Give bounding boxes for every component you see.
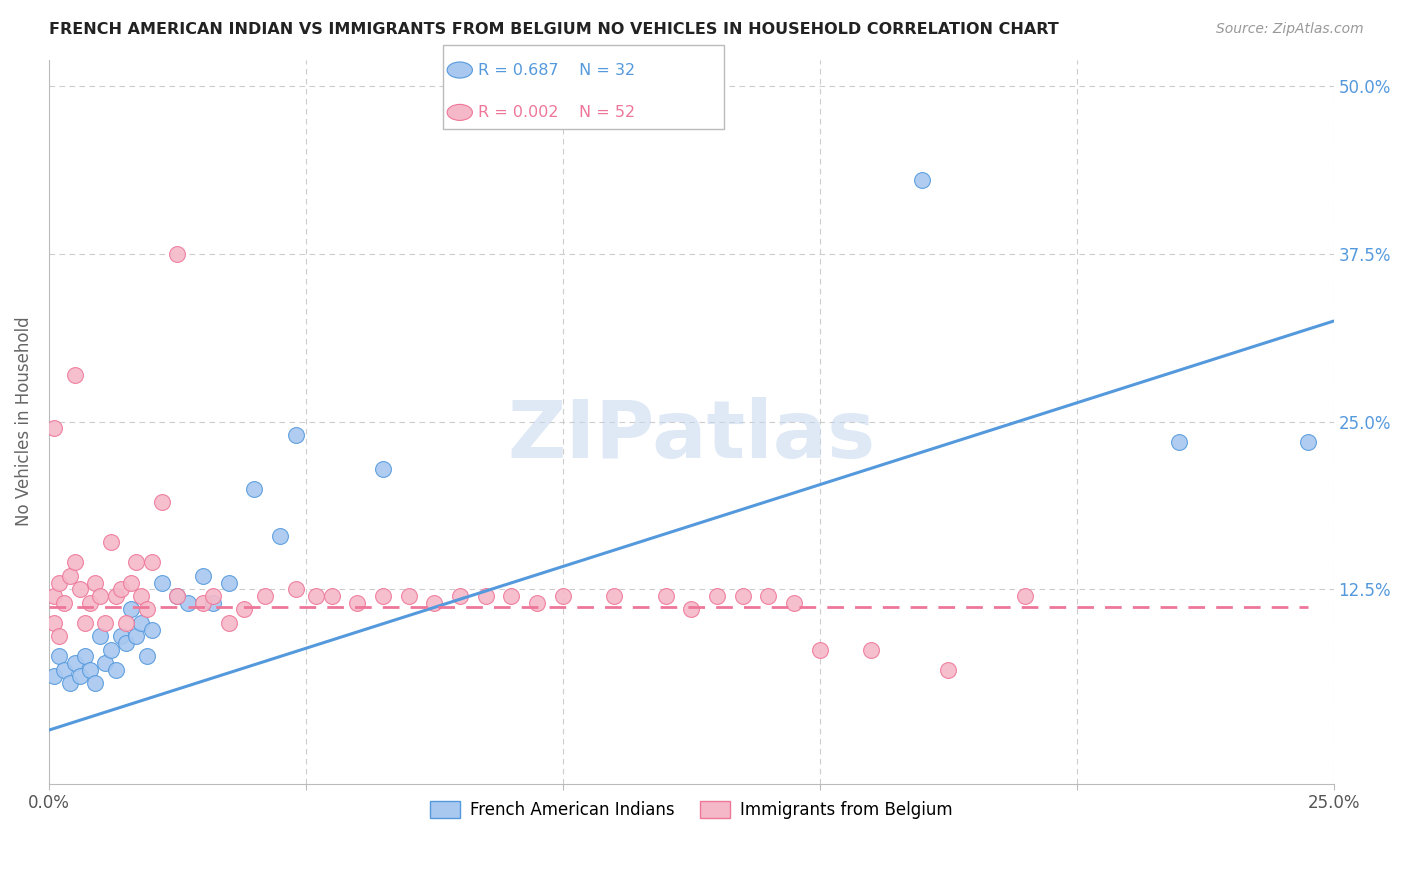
Point bbox=[110, 582, 132, 597]
Text: Source: ZipAtlas.com: Source: ZipAtlas.com bbox=[1216, 22, 1364, 37]
Point bbox=[84, 575, 107, 590]
Point bbox=[526, 596, 548, 610]
Point bbox=[63, 656, 86, 670]
Point bbox=[69, 582, 91, 597]
Point bbox=[63, 556, 86, 570]
Point bbox=[110, 629, 132, 643]
Point bbox=[808, 642, 831, 657]
Point bbox=[371, 461, 394, 475]
Point bbox=[936, 663, 959, 677]
Point bbox=[269, 529, 291, 543]
Point bbox=[69, 669, 91, 683]
Point bbox=[284, 582, 307, 597]
Point bbox=[115, 615, 138, 630]
Point bbox=[371, 589, 394, 603]
Text: FRENCH AMERICAN INDIAN VS IMMIGRANTS FROM BELGIUM NO VEHICLES IN HOUSEHOLD CORRE: FRENCH AMERICAN INDIAN VS IMMIGRANTS FRO… bbox=[49, 22, 1059, 37]
Point bbox=[474, 589, 496, 603]
Point bbox=[423, 596, 446, 610]
Point bbox=[135, 649, 157, 664]
Point bbox=[681, 602, 703, 616]
Point bbox=[150, 575, 173, 590]
Point bbox=[131, 589, 153, 603]
Point bbox=[58, 569, 80, 583]
Point bbox=[100, 642, 122, 657]
Point bbox=[756, 589, 779, 603]
Y-axis label: No Vehicles in Household: No Vehicles in Household bbox=[15, 317, 32, 526]
Point bbox=[94, 615, 117, 630]
Point bbox=[84, 676, 107, 690]
Point bbox=[551, 589, 574, 603]
Point bbox=[131, 615, 153, 630]
Point bbox=[48, 629, 70, 643]
Point bbox=[253, 589, 276, 603]
Point bbox=[141, 623, 163, 637]
Point bbox=[42, 669, 65, 683]
Point bbox=[177, 596, 200, 610]
Point bbox=[1296, 434, 1319, 449]
Point bbox=[42, 615, 65, 630]
Point bbox=[603, 589, 626, 603]
Point bbox=[63, 368, 86, 382]
Point bbox=[218, 615, 240, 630]
Point bbox=[346, 596, 368, 610]
Point bbox=[911, 173, 934, 187]
Point bbox=[783, 596, 806, 610]
Point bbox=[243, 482, 266, 496]
Point bbox=[89, 629, 111, 643]
Point bbox=[42, 421, 65, 435]
Point bbox=[42, 589, 65, 603]
Point bbox=[202, 596, 225, 610]
Point bbox=[654, 589, 676, 603]
Point bbox=[284, 428, 307, 442]
Point bbox=[731, 589, 754, 603]
Point bbox=[218, 575, 240, 590]
Point bbox=[125, 556, 148, 570]
Point bbox=[89, 589, 111, 603]
Point bbox=[135, 602, 157, 616]
Text: R = 0.687    N = 32: R = 0.687 N = 32 bbox=[478, 62, 636, 78]
Point bbox=[166, 589, 188, 603]
Point bbox=[100, 535, 122, 549]
Point bbox=[53, 596, 76, 610]
Point bbox=[305, 589, 328, 603]
Point bbox=[58, 676, 80, 690]
Point bbox=[115, 636, 138, 650]
Point bbox=[79, 596, 101, 610]
Point bbox=[191, 569, 214, 583]
Point bbox=[48, 649, 70, 664]
Point bbox=[125, 629, 148, 643]
Point bbox=[166, 589, 188, 603]
Text: ZIPatlas: ZIPatlas bbox=[508, 397, 876, 475]
Point bbox=[233, 602, 256, 616]
Point bbox=[202, 589, 225, 603]
Point bbox=[501, 589, 523, 603]
Point bbox=[449, 589, 471, 603]
Point bbox=[53, 663, 76, 677]
Point bbox=[104, 589, 127, 603]
Legend: French American Indians, Immigrants from Belgium: French American Indians, Immigrants from… bbox=[423, 795, 959, 826]
Point bbox=[150, 495, 173, 509]
Point bbox=[321, 589, 343, 603]
Point bbox=[48, 575, 70, 590]
Point bbox=[1014, 589, 1036, 603]
Point bbox=[706, 589, 728, 603]
Point bbox=[94, 656, 117, 670]
Point bbox=[104, 663, 127, 677]
Point bbox=[120, 602, 142, 616]
Point bbox=[398, 589, 420, 603]
Point bbox=[120, 575, 142, 590]
Point bbox=[141, 556, 163, 570]
Point bbox=[166, 247, 188, 261]
Point bbox=[73, 615, 96, 630]
Text: R = 0.002    N = 52: R = 0.002 N = 52 bbox=[478, 105, 636, 120]
Point bbox=[1168, 434, 1191, 449]
Point bbox=[79, 663, 101, 677]
Point bbox=[191, 596, 214, 610]
Point bbox=[73, 649, 96, 664]
Point bbox=[860, 642, 883, 657]
